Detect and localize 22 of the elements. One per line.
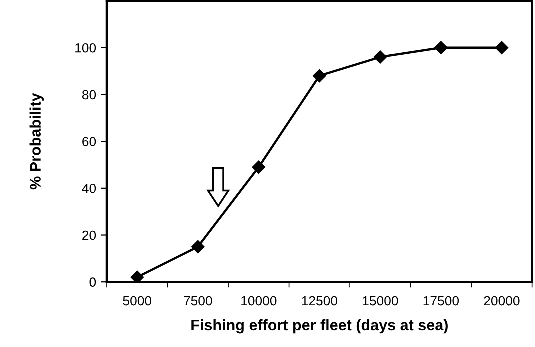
x-tick-label: 15000 — [363, 296, 398, 306]
y-tick-label: 100 — [76, 43, 96, 53]
y-tick-label: 20 — [82, 230, 96, 240]
point — [130, 270, 144, 282]
x-tick-label: 5000 — [123, 296, 152, 306]
x-tick-label: 17500 — [424, 296, 460, 306]
x-tick-label: 10000 — [242, 296, 277, 306]
point — [313, 69, 326, 83]
x-tick-label: 7500 — [184, 296, 212, 306]
y-tick-label: 40 — [82, 184, 96, 194]
x-tick-label: 12500 — [302, 296, 338, 306]
y-tick-label: 60 — [82, 137, 96, 146]
point — [495, 41, 509, 54]
point — [374, 50, 388, 64]
y-tick-label: 0 — [90, 278, 96, 288]
x-tick-label: 20000 — [484, 296, 520, 306]
point — [434, 41, 448, 54]
point — [252, 160, 266, 174]
x-axis-title: Fishing effort per fleet (days at sea) — [192, 319, 448, 334]
y-axis-title: % Probability — [30, 93, 44, 190]
point — [192, 240, 205, 254]
y-tick-label: 80 — [82, 90, 96, 100]
